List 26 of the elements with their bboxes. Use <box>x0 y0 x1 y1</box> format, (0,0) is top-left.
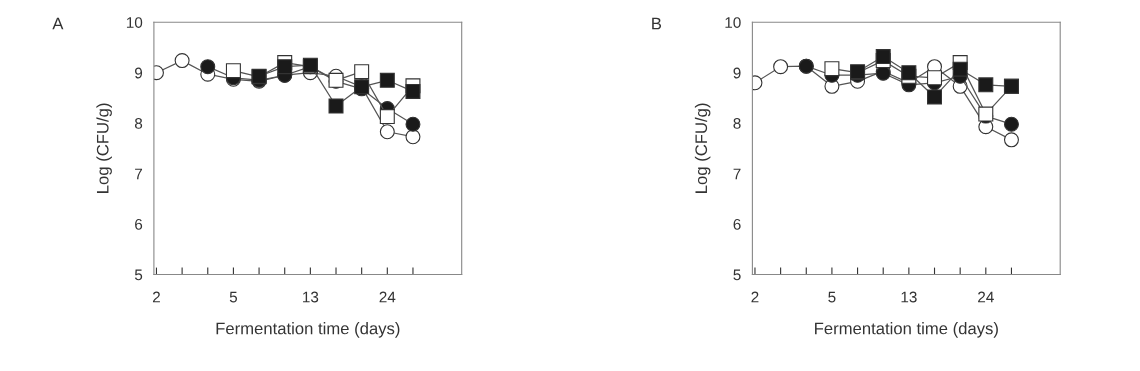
y-tick-label: 6 <box>733 218 741 230</box>
y-tick-label: 7 <box>135 168 143 180</box>
y-tick-label: 5 <box>733 269 741 281</box>
y-tick-label: 5 <box>134 269 143 281</box>
x-tick-label: 24 <box>978 291 994 303</box>
y-axis-title: Log (CFU/g) <box>694 103 711 193</box>
x-tick-label: 5 <box>828 291 836 303</box>
x-tick-label: 2 <box>751 291 759 303</box>
y-axis-title: Log (CFU/g) <box>96 103 112 193</box>
y-tick-label: 8 <box>134 118 143 129</box>
x-tick-label: 2 <box>152 291 160 303</box>
text: B <box>652 17 662 30</box>
y-tick-label: 6 <box>135 218 143 230</box>
x-tick-label: 5 <box>229 291 238 303</box>
x-tick-label: 13 <box>901 291 917 303</box>
y-tick-label: 7 <box>733 168 741 180</box>
y-tick-label: 10 <box>126 17 143 28</box>
x-tick-label: 24 <box>379 291 396 303</box>
x-tick-label: 13 <box>303 291 319 303</box>
y-tick-label: 9 <box>135 67 143 79</box>
text: A <box>52 17 64 30</box>
y-tick-label: 8 <box>733 118 741 129</box>
x-axis-title: Fermentation time (days) <box>216 322 400 338</box>
x-axis-title: Fermentation time (days) <box>815 322 998 338</box>
y-tick-label: 9 <box>733 67 741 79</box>
y-tick-label: 10 <box>725 17 741 28</box>
